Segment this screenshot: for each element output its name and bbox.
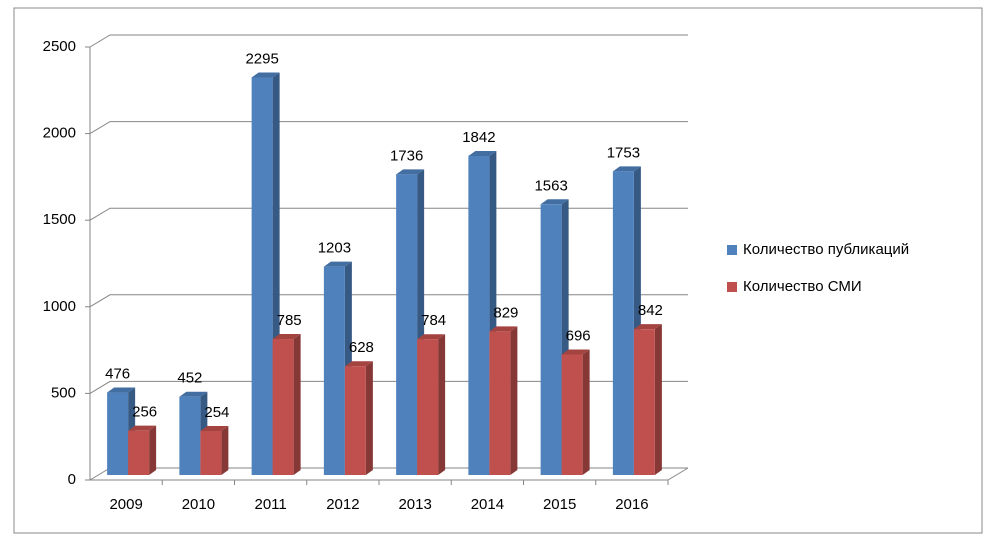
grid-line xyxy=(89,121,688,135)
bar-side xyxy=(510,326,518,475)
y-tick-label: 2500 xyxy=(43,38,76,55)
legend-label: Количество публикаций xyxy=(743,241,909,258)
value-label: 256 xyxy=(132,404,157,421)
y-tick-label: 0 xyxy=(68,471,76,488)
x-tick-label: 2015 xyxy=(543,496,576,513)
value-label: 1753 xyxy=(607,144,640,161)
value-label: 1203 xyxy=(318,240,351,257)
bar xyxy=(251,77,273,476)
x-tick-label: 2011 xyxy=(254,496,286,513)
bar-side xyxy=(438,334,446,475)
legend-swatch xyxy=(727,282,737,292)
legend-label: Количество СМИ xyxy=(743,278,862,295)
bar-top xyxy=(107,387,136,393)
bar-top xyxy=(344,361,373,367)
bar-top xyxy=(128,425,157,431)
bar-top xyxy=(272,334,301,340)
x-tick-label: 2014 xyxy=(471,496,504,513)
value-label: 1563 xyxy=(534,177,567,194)
value-label: 452 xyxy=(177,370,202,387)
value-label: 2295 xyxy=(245,50,278,67)
value-label: 785 xyxy=(277,312,302,329)
y-tick-label: 1000 xyxy=(43,298,76,315)
value-label: 476 xyxy=(105,366,130,383)
bar xyxy=(612,171,634,475)
bar xyxy=(179,396,201,475)
y-tick-label: 2000 xyxy=(43,125,76,142)
bar-top xyxy=(612,166,641,172)
bar xyxy=(107,392,129,475)
bar-top xyxy=(417,334,446,340)
x-tick-label: 2013 xyxy=(398,496,431,513)
bar xyxy=(272,339,294,475)
y-tick-label: 500 xyxy=(51,384,76,401)
bar-top xyxy=(633,324,662,330)
bar xyxy=(417,339,439,475)
value-label: 842 xyxy=(638,302,663,319)
y-tick-label: 1500 xyxy=(43,211,76,228)
value-label: 628 xyxy=(349,339,374,356)
bar xyxy=(468,155,490,475)
bar-top xyxy=(489,326,518,332)
bar-top xyxy=(468,150,497,156)
bar-side xyxy=(365,361,373,475)
value-label: 784 xyxy=(421,312,446,329)
bar-top xyxy=(323,261,352,267)
bar-top xyxy=(251,72,280,78)
bar-top xyxy=(200,426,229,432)
bar xyxy=(128,430,150,475)
bar-top xyxy=(179,391,208,397)
bar xyxy=(489,331,511,475)
bar xyxy=(323,266,345,475)
x-tick-label: 2009 xyxy=(109,496,142,513)
bar-top xyxy=(540,199,569,205)
bar xyxy=(633,329,655,475)
x-tick-label: 2016 xyxy=(615,496,648,513)
legend-swatch xyxy=(727,245,737,255)
value-label: 696 xyxy=(566,327,591,344)
bar xyxy=(396,174,418,475)
bar-side xyxy=(293,334,301,475)
value-label: 1736 xyxy=(390,147,423,164)
bar xyxy=(561,354,583,475)
bar xyxy=(344,366,366,475)
x-tick-label: 2010 xyxy=(182,496,215,513)
value-label: 829 xyxy=(493,304,518,321)
value-label: 1842 xyxy=(462,129,495,146)
bar-side xyxy=(221,426,229,475)
bar-side xyxy=(654,324,662,475)
bar xyxy=(540,204,562,476)
grid-line xyxy=(89,34,688,48)
bar xyxy=(200,431,222,475)
bar-side xyxy=(582,349,590,475)
bar-side xyxy=(149,425,157,475)
value-label: 254 xyxy=(204,404,229,421)
bar-top xyxy=(561,349,590,355)
x-tick-label: 2012 xyxy=(326,496,359,513)
bar-top xyxy=(396,169,425,175)
